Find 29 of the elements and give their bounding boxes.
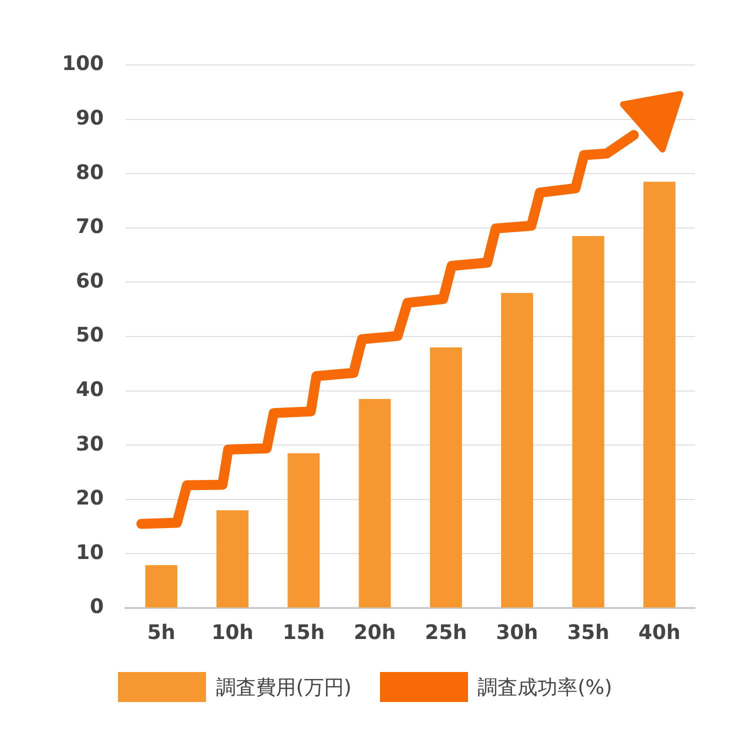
bar <box>501 293 534 608</box>
y-tick-label: 40 <box>76 377 104 402</box>
bar <box>430 347 462 608</box>
y-tick-label: 30 <box>76 431 104 456</box>
x-tick-label: 35h <box>567 620 610 644</box>
bar <box>572 236 604 608</box>
bar <box>358 398 391 608</box>
y-tick-label: 20 <box>76 486 104 510</box>
x-tick-label: 20h <box>354 620 396 644</box>
legend-label: 調査成功率(%) <box>478 674 612 700</box>
x-tick-label: 10h <box>211 620 254 644</box>
bar <box>216 510 248 608</box>
y-tick-label: 0 <box>90 594 104 618</box>
x-tick-label: 5h <box>147 620 176 644</box>
y-tick-label: 70 <box>76 214 104 238</box>
y-tick-label: 10 <box>76 540 104 564</box>
y-tick-label: 50 <box>76 322 104 347</box>
y-tick-label: 90 <box>76 106 104 130</box>
bar <box>145 565 178 608</box>
y-tick-label: 60 <box>76 268 104 292</box>
y-tick-label: 80 <box>76 160 104 184</box>
x-tick-label: 25h <box>424 620 467 644</box>
legend-label: 調査費用(万円) <box>216 674 352 700</box>
x-tick-label: 30h <box>496 620 538 644</box>
y-tick-label: 100 <box>62 51 104 76</box>
bar <box>288 453 320 608</box>
x-tick-label: 15h <box>282 620 325 644</box>
x-tick-label: 40h <box>638 620 680 644</box>
bar <box>643 182 676 608</box>
